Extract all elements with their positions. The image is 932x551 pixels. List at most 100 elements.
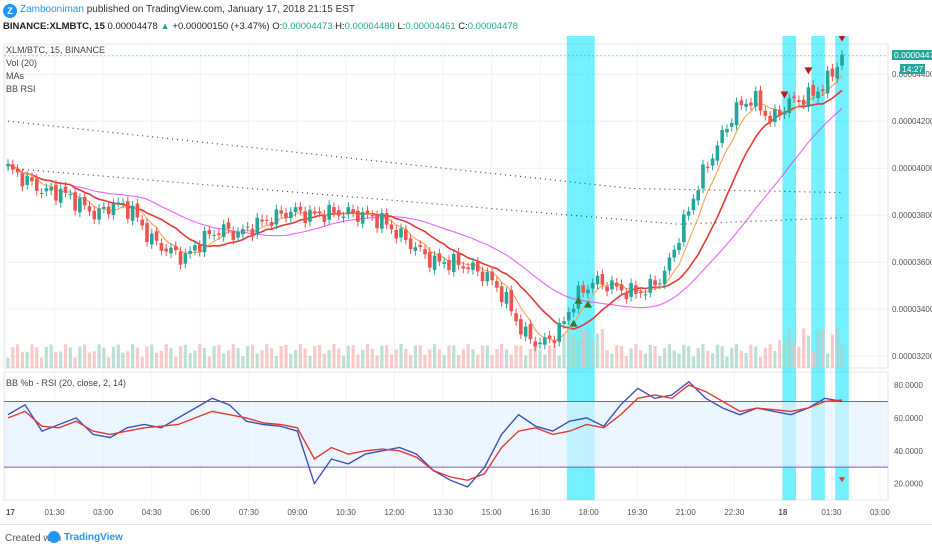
volume-bar <box>389 354 394 368</box>
candle-body <box>586 289 590 294</box>
rsi-tick-label: 60.0000 <box>894 414 923 423</box>
candle-body <box>480 271 485 282</box>
candle-body <box>154 231 159 241</box>
volume-bar <box>413 345 418 368</box>
volume-bar <box>226 350 231 368</box>
volume-bar <box>624 356 628 368</box>
candle-body <box>519 319 523 335</box>
rsi-panel <box>4 380 888 488</box>
candle-body <box>34 178 39 191</box>
volume-bar <box>452 345 456 368</box>
candle-body <box>619 284 624 291</box>
price-tick-label: 0.00004000 <box>892 164 932 173</box>
candle-body <box>30 177 34 181</box>
volume-bar <box>202 347 207 368</box>
volume-bar <box>734 344 739 368</box>
volume-bar <box>131 344 135 368</box>
volume-bar <box>447 345 451 368</box>
candle-body <box>327 204 331 220</box>
candle-body <box>552 340 557 344</box>
candle-body <box>365 210 370 214</box>
sell-signal-icon <box>780 91 789 99</box>
volume-bar <box>739 350 743 368</box>
candle-body <box>490 271 494 281</box>
bar-timer-tag: 14:27 <box>900 64 926 74</box>
volume-bar <box>111 346 116 368</box>
volume-bar <box>672 350 676 368</box>
candle-body <box>691 198 696 211</box>
candle-body <box>840 54 844 66</box>
volume-bars <box>6 326 844 368</box>
candle-body <box>471 262 475 270</box>
volume-bar <box>121 352 125 368</box>
candle-body <box>566 312 571 321</box>
volume-bar <box>236 348 240 368</box>
volume-bar <box>44 346 48 368</box>
volume-bar <box>437 349 441 368</box>
candle-body <box>207 230 212 235</box>
candle-body <box>686 211 691 216</box>
tradingview-brand-link[interactable]: TradingView <box>64 532 123 543</box>
volume-bar <box>696 348 700 368</box>
candle-body <box>605 286 609 292</box>
signal-highlight-band <box>835 36 849 500</box>
close-value: 0.00004478 <box>467 21 518 32</box>
volume-bar <box>567 329 571 368</box>
candle-body <box>475 261 480 272</box>
price-tick-label: 0.00003800 <box>892 211 932 220</box>
candle-body <box>49 186 53 191</box>
volume-bar <box>298 344 302 368</box>
volume-bar <box>207 356 211 368</box>
volume-bar <box>610 353 614 368</box>
chart-canvas[interactable]: 0.00004478 0.00004400 0.00004200 0.00004000… <box>0 36 932 524</box>
candle-body <box>351 209 355 213</box>
last-price-tag: 0.00004478 <box>892 50 932 60</box>
volume-bar <box>351 345 355 368</box>
volume-bar <box>490 355 494 368</box>
time-tick-label: 18 <box>778 508 787 517</box>
legend-vol[interactable]: Vol (20) <box>6 58 38 68</box>
candle-body <box>341 216 346 218</box>
candle-body <box>677 242 681 251</box>
volume-bar <box>663 348 667 368</box>
author-link[interactable]: Zambooniman <box>20 4 84 15</box>
candle-body <box>533 341 538 347</box>
candle-body <box>116 202 121 204</box>
candle-body <box>111 203 116 215</box>
axes: 0.00004478 0.00004400 0.00004200 0.00004000… <box>4 52 932 517</box>
volume-bar <box>332 344 336 368</box>
volume-bar <box>442 354 446 368</box>
candle-body <box>298 206 303 211</box>
volume-bar <box>778 339 782 368</box>
volume-bar <box>639 350 643 368</box>
candle-body <box>140 219 145 226</box>
volume-bar <box>193 350 197 368</box>
volume-bar <box>260 350 264 368</box>
candle-body <box>581 285 585 293</box>
volume-bar <box>653 346 657 368</box>
candle-body <box>92 210 97 220</box>
legend-mas[interactable]: MAs <box>6 71 24 81</box>
volume-bar <box>380 345 384 368</box>
volume-bar <box>102 347 106 368</box>
buy-signal-icon <box>574 296 583 304</box>
close-label: C: <box>458 21 468 32</box>
volume-bar <box>758 356 763 368</box>
candle-body <box>97 208 101 220</box>
rsi-panel-title[interactable]: BB %b - RSI (20, close, 2, 14) <box>6 378 127 388</box>
volume-bar <box>35 347 39 368</box>
volume-bar <box>246 346 250 368</box>
volume-bar <box>749 344 753 368</box>
volume-bar <box>270 348 274 368</box>
volume-bar <box>701 344 705 368</box>
candle-body <box>427 251 432 268</box>
volume-bar <box>552 345 557 368</box>
candle-body <box>106 206 111 215</box>
buy-signal-icon <box>569 319 578 327</box>
volume-bar <box>255 353 259 368</box>
legend-bbrsi[interactable]: BB RSI <box>6 84 36 94</box>
candle-body <box>336 210 341 216</box>
candle-body <box>504 292 509 304</box>
volume-bar <box>562 333 566 368</box>
candle-body <box>408 238 413 250</box>
